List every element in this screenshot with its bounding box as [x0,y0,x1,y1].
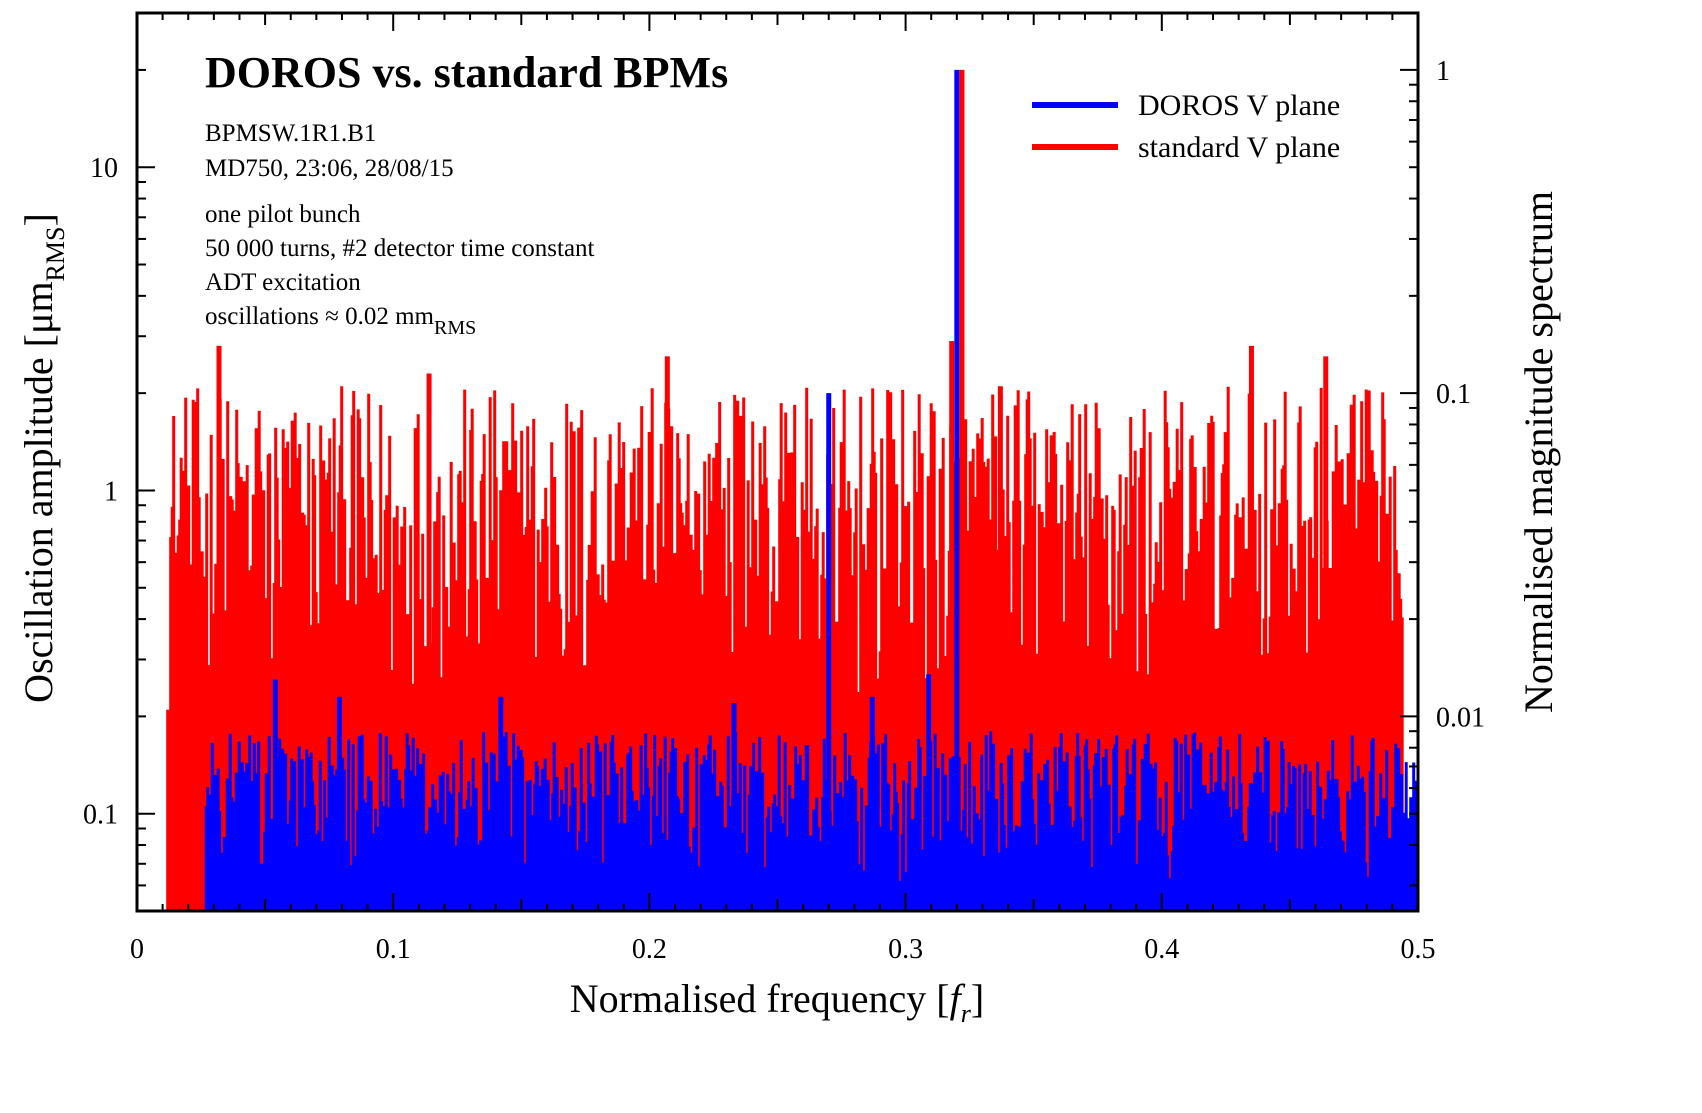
annotation-turns: 50 000 turns, #2 detector time constant [205,235,595,262]
y-tick-label: 0.1 [83,800,118,831]
x-tick-label: 0 [130,934,144,965]
x-tick-label: 0.4 [1144,934,1179,965]
x-tick-label: 0.5 [1401,934,1436,965]
annotation-excitation: ADT excitation [205,269,361,296]
y-axis-title: Oscillation amplitude [μmRMS] [16,213,70,703]
annotation-bpm: BPMSW.1R1.B1 [205,120,376,147]
annotation-bunch: one pilot bunch [205,201,361,228]
legend-label-standard: standard V plane [1138,131,1340,164]
x-tick-label: 0.2 [632,934,667,965]
chart-title: DOROS vs. standard BPMs [205,48,728,97]
x-tick-label: 0.3 [888,934,923,965]
legend: DOROS V plane standard V plane [1032,89,1340,164]
plot-area [166,69,1419,911]
x-axis-title-main: Normalised frequency [ [570,976,950,1021]
y2-axis-title: Normalised magnitude spectrum [1516,191,1561,713]
y2-tick-label: 0.1 [1436,379,1471,410]
y-axis-title-main: Oscillation amplitude [μm [16,281,61,702]
x-tick-label: 0.1 [376,934,411,965]
legend-label-doros: DOROS V plane [1138,89,1340,122]
y-axis-title-close: ] [16,213,61,226]
y-tick-label: 10 [90,153,118,184]
y2-tick-label: 1 [1436,56,1450,87]
y2-tick-label: 0.01 [1436,702,1485,733]
axis-ticks: 0 0.1 0.2 0.3 0.4 0.5 0.1 1 10 0.01 0.1 1 [83,12,1485,965]
x-axis-title-close: ] [971,976,984,1021]
y-axis-title-sub: RMS [41,227,70,282]
annotation-md: MD750, 23:06, 28/08/15 [205,155,454,182]
annotation-oscillations-sub: RMS [434,317,476,339]
y-tick-label: 1 [104,476,118,507]
annotation-oscillations: oscillations ≈ 0.02 mmRMS [205,303,476,339]
x-axis-title-sub: r [961,999,972,1028]
annotation-oscillations-main: oscillations ≈ 0.02 mm [205,303,435,330]
x-axis-title: Normalised frequency [fr] [570,976,984,1028]
annotation-block: BPMSW.1R1.B1 MD750, 23:06, 28/08/15 one … [205,120,595,339]
